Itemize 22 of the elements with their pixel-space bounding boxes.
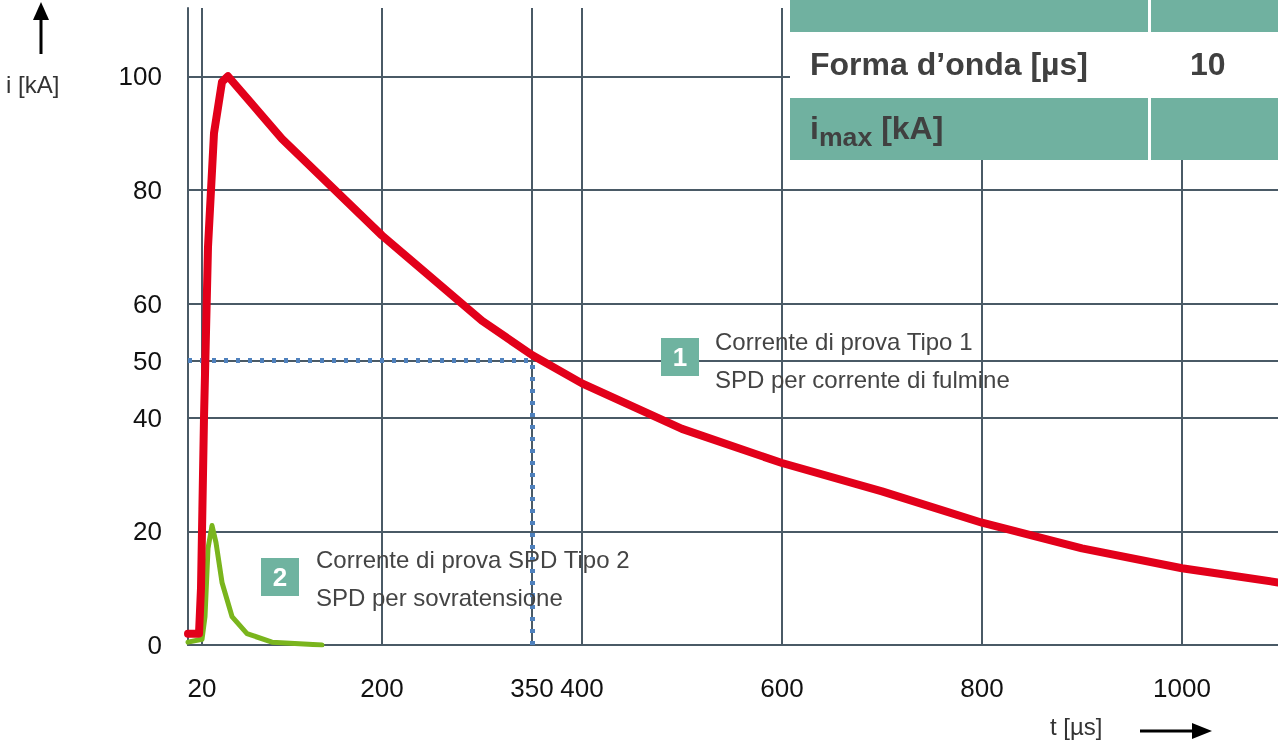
x-tick-label: 20	[187, 673, 217, 703]
y-tick-label: 60	[133, 288, 162, 319]
x-tick-label: 400	[560, 673, 604, 703]
annotation: 2	[272, 562, 288, 592]
y-tick-label: 100	[118, 61, 162, 92]
y-tick-label: 50	[133, 345, 162, 376]
y-tick-label: 80	[133, 175, 162, 205]
x-tick-label: 800	[960, 673, 1004, 703]
x-tick-label: 350	[510, 673, 554, 703]
y-tick-label: 20	[133, 516, 162, 547]
y-axis-title: i [kA]	[6, 70, 60, 98]
annotation: 1	[672, 342, 688, 372]
annotation: i$_{max}$ [kA]	[810, 110, 944, 154]
x-tick-label: 600	[760, 673, 804, 703]
x-tick-label: 1000	[1153, 673, 1211, 703]
y-tick-label: 0	[147, 630, 162, 660]
y-tick-label: 40	[133, 402, 162, 433]
annotation: Forma d’onda [µs]	[810, 46, 1088, 83]
info-table: Forma d’onda [µs] 10 i$_{max}$ [kA]	[790, 0, 1278, 160]
x-axis-title: t [µs]	[1050, 712, 1103, 740]
annotation: 10	[1190, 46, 1226, 83]
x-tick-label: 200	[360, 673, 404, 703]
